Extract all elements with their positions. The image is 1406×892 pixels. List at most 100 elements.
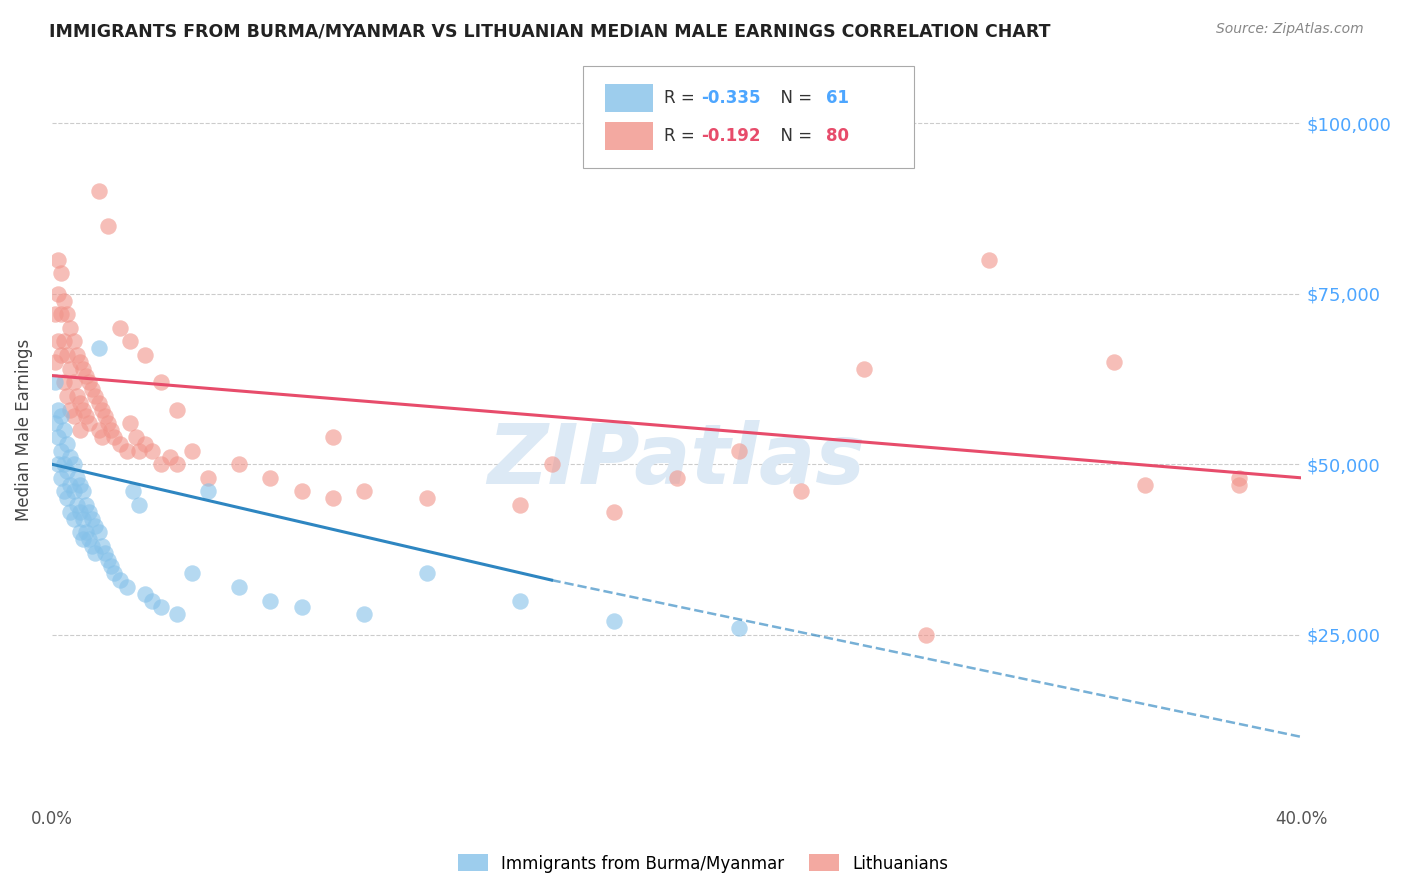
Point: [852, 361, 875, 376]
Point: [53, 484, 76, 499]
Point: [915, 627, 938, 641]
Text: IMMIGRANTS FROM BURMA/MYANMAR VS LITHUANIAN MEDIAN MALE EARNINGS CORRELATION CHA: IMMIGRANTS FROM BURMA/MYANMAR VS LITHUAN…: [49, 22, 1050, 40]
Point: [166, 607, 188, 622]
Point: [49, 266, 72, 280]
Point: [56, 491, 79, 506]
Point: [75, 498, 97, 512]
Point: [228, 580, 250, 594]
Point: [415, 491, 437, 506]
Point: [69, 396, 91, 410]
Point: [159, 450, 181, 465]
Point: [110, 321, 132, 335]
Text: -0.335: -0.335: [702, 89, 761, 107]
Text: R =: R =: [664, 127, 706, 145]
Point: [181, 566, 204, 581]
Point: [150, 600, 173, 615]
Point: [59, 361, 82, 376]
Point: [75, 409, 97, 424]
Point: [62, 376, 84, 390]
Point: [53, 423, 76, 437]
FancyBboxPatch shape: [606, 121, 652, 150]
Point: [46, 430, 69, 444]
Point: [228, 457, 250, 471]
Point: [49, 471, 72, 485]
Point: [77, 532, 100, 546]
Point: [44, 355, 66, 369]
Point: [72, 402, 94, 417]
Point: [59, 477, 82, 491]
Point: [110, 573, 132, 587]
Point: [115, 580, 138, 594]
Point: [790, 484, 813, 499]
Point: [69, 505, 91, 519]
Point: [509, 593, 531, 607]
Point: [53, 376, 76, 390]
Point: [82, 539, 104, 553]
Point: [46, 286, 69, 301]
Point: [53, 457, 76, 471]
Point: [84, 389, 107, 403]
Point: [46, 334, 69, 349]
Text: -0.192: -0.192: [702, 127, 761, 145]
Point: [1227, 471, 1250, 485]
Point: [49, 348, 72, 362]
Point: [59, 402, 82, 417]
Point: [72, 484, 94, 499]
Point: [603, 505, 626, 519]
Point: [77, 505, 100, 519]
Point: [134, 436, 156, 450]
Point: [72, 512, 94, 526]
Point: [150, 376, 173, 390]
Point: [134, 348, 156, 362]
Point: [77, 376, 100, 390]
Point: [728, 621, 751, 635]
Point: [46, 457, 69, 471]
Point: [1102, 355, 1125, 369]
Point: [49, 443, 72, 458]
Point: [259, 593, 281, 607]
Point: [540, 457, 562, 471]
Point: [59, 321, 82, 335]
Point: [56, 436, 79, 450]
Point: [44, 417, 66, 431]
Point: [77, 417, 100, 431]
Point: [150, 457, 173, 471]
Point: [69, 423, 91, 437]
Legend: Immigrants from Burma/Myanmar, Lithuanians: Immigrants from Burma/Myanmar, Lithuania…: [451, 847, 955, 880]
Point: [53, 293, 76, 308]
Point: [125, 430, 148, 444]
Point: [53, 334, 76, 349]
Point: [56, 389, 79, 403]
Point: [87, 525, 110, 540]
Point: [415, 566, 437, 581]
Text: R =: R =: [664, 89, 700, 107]
Point: [141, 593, 163, 607]
Point: [122, 484, 145, 499]
Point: [56, 464, 79, 478]
Point: [181, 443, 204, 458]
Point: [84, 546, 107, 560]
Point: [69, 477, 91, 491]
Point: [62, 457, 84, 471]
Point: [128, 443, 150, 458]
Point: [72, 361, 94, 376]
Point: [353, 484, 375, 499]
Y-axis label: Median Male Earnings: Median Male Earnings: [15, 339, 32, 521]
Point: [84, 518, 107, 533]
Point: [69, 525, 91, 540]
Point: [62, 484, 84, 499]
Point: [62, 512, 84, 526]
Text: N =: N =: [770, 89, 818, 107]
Point: [1227, 477, 1250, 491]
Point: [59, 450, 82, 465]
Point: [44, 376, 66, 390]
Point: [134, 587, 156, 601]
FancyBboxPatch shape: [583, 66, 914, 168]
Point: [46, 252, 69, 267]
Point: [66, 471, 89, 485]
Point: [259, 471, 281, 485]
Point: [100, 559, 122, 574]
Text: Source: ZipAtlas.com: Source: ZipAtlas.com: [1216, 22, 1364, 37]
Point: [87, 185, 110, 199]
Point: [103, 430, 125, 444]
